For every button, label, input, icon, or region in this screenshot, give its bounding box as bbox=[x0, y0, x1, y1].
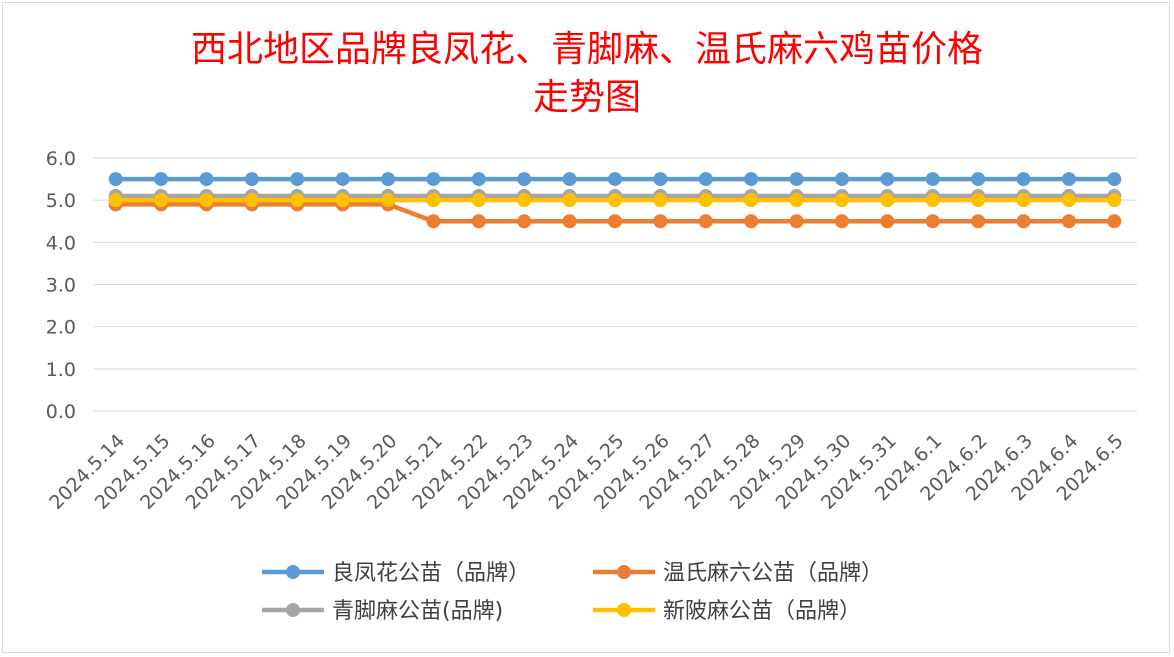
legend-marker bbox=[286, 603, 300, 617]
data-point bbox=[290, 193, 305, 208]
legend-label: 良凤花公苗（品牌） bbox=[332, 561, 530, 586]
legend-label: 新陂麻公苗（品牌） bbox=[663, 599, 861, 624]
data-point bbox=[244, 172, 259, 187]
y-tick-label: 4.0 bbox=[46, 232, 76, 254]
data-point bbox=[517, 172, 532, 187]
data-point bbox=[154, 172, 169, 187]
legend-item: 温氏麻六公苗（品牌） bbox=[593, 561, 883, 586]
data-point bbox=[471, 193, 486, 208]
data-point bbox=[1016, 172, 1031, 187]
data-point bbox=[244, 193, 259, 208]
data-point bbox=[925, 214, 940, 229]
data-point bbox=[1061, 193, 1076, 208]
data-point bbox=[108, 172, 123, 187]
data-point bbox=[335, 193, 350, 208]
data-point bbox=[199, 172, 214, 187]
data-point bbox=[335, 172, 350, 187]
data-point bbox=[290, 172, 305, 187]
data-point bbox=[381, 172, 396, 187]
series-layer bbox=[108, 172, 1122, 229]
legend-marker bbox=[286, 565, 300, 579]
data-point bbox=[789, 172, 804, 187]
legend-item: 青脚麻公苗(品牌) bbox=[262, 599, 503, 624]
data-point bbox=[834, 172, 849, 187]
data-point bbox=[698, 214, 713, 229]
data-point bbox=[925, 193, 940, 208]
data-point bbox=[834, 193, 849, 208]
data-point bbox=[199, 193, 214, 208]
data-point bbox=[971, 172, 986, 187]
data-point bbox=[608, 172, 622, 187]
data-point bbox=[971, 193, 986, 208]
data-point bbox=[1016, 193, 1031, 208]
x-axis-ticks: 2024.5.142024.5.152024.5.162024.5.172024… bbox=[45, 430, 1128, 514]
y-tick-label: 1.0 bbox=[46, 359, 76, 381]
data-point bbox=[517, 214, 532, 229]
legend-label: 温氏麻六公苗（品牌） bbox=[663, 561, 883, 586]
data-point bbox=[381, 193, 396, 208]
data-point bbox=[744, 172, 759, 187]
data-point bbox=[562, 193, 577, 208]
data-point bbox=[608, 193, 622, 208]
data-point bbox=[698, 172, 713, 187]
data-point bbox=[426, 193, 441, 208]
data-point bbox=[471, 214, 486, 229]
data-point bbox=[744, 214, 759, 229]
data-point bbox=[426, 172, 441, 187]
chart-subtitle: 走势图 bbox=[533, 77, 641, 118]
data-point bbox=[789, 193, 804, 208]
data-point bbox=[744, 193, 759, 208]
data-point bbox=[925, 172, 940, 187]
data-point bbox=[789, 214, 804, 229]
y-tick-label: 3.0 bbox=[46, 275, 76, 297]
data-point bbox=[1107, 193, 1122, 208]
series-3 bbox=[108, 193, 1122, 208]
legend-marker bbox=[617, 565, 631, 579]
data-point bbox=[562, 214, 577, 229]
data-point bbox=[971, 214, 986, 229]
data-point bbox=[154, 193, 169, 208]
data-point bbox=[426, 214, 441, 229]
data-point bbox=[653, 214, 668, 229]
data-point bbox=[653, 172, 668, 187]
series-0 bbox=[108, 172, 1122, 187]
y-tick-label: 2.0 bbox=[46, 317, 76, 339]
legend-item: 良凤花公苗（品牌） bbox=[262, 561, 530, 586]
legend-label: 青脚麻公苗(品牌) bbox=[332, 599, 503, 624]
data-point bbox=[1061, 214, 1076, 229]
data-point bbox=[608, 214, 622, 229]
data-point bbox=[1107, 214, 1122, 229]
data-point bbox=[1061, 172, 1076, 187]
data-point bbox=[471, 172, 486, 187]
data-point bbox=[108, 193, 123, 208]
data-point bbox=[562, 172, 577, 187]
y-tick-label: 5.0 bbox=[46, 190, 76, 212]
legend-item: 新陂麻公苗（品牌） bbox=[593, 599, 861, 624]
legend: 良凤花公苗（品牌） 温氏麻六公苗（品牌） 青脚麻公苗(品牌) 新陂麻公苗（品牌） bbox=[262, 561, 883, 624]
data-point bbox=[834, 214, 849, 229]
data-point bbox=[517, 193, 532, 208]
data-point bbox=[880, 193, 895, 208]
data-point bbox=[653, 193, 668, 208]
data-point bbox=[698, 193, 713, 208]
y-tick-label: 0.0 bbox=[46, 401, 76, 423]
data-point bbox=[1016, 214, 1031, 229]
y-axis-ticks: 0.0 1.0 2.0 3.0 4.0 5.0 6.0 bbox=[46, 148, 76, 423]
chart-title: 西北地区品牌良凤花、青脚麻、温氏麻六鸡苗价格 bbox=[191, 29, 983, 70]
legend-marker bbox=[617, 603, 631, 617]
y-tick-label: 6.0 bbox=[46, 148, 76, 170]
data-point bbox=[1107, 172, 1122, 187]
data-point bbox=[880, 172, 895, 187]
data-point bbox=[880, 214, 895, 229]
